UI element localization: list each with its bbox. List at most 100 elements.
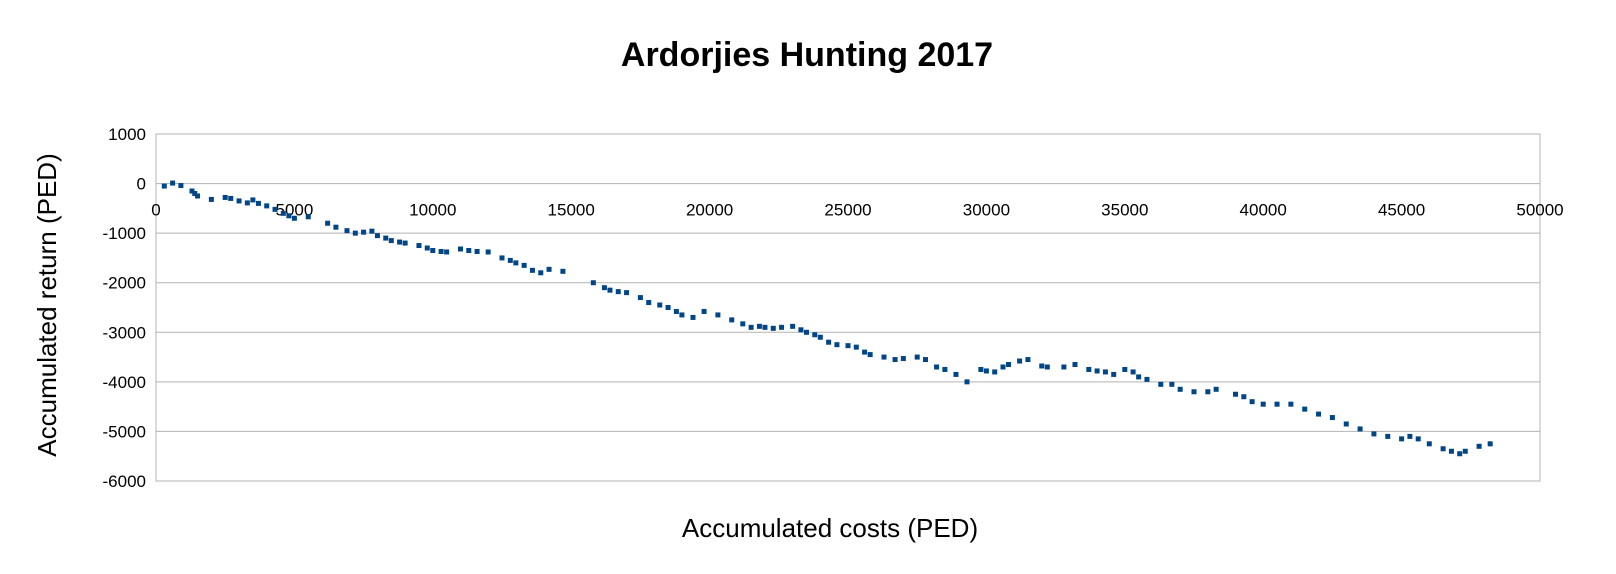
- data-point: [189, 188, 195, 194]
- data-point: [615, 289, 621, 295]
- y-tick-label: 1000: [108, 125, 146, 144]
- data-point: [1000, 364, 1006, 370]
- data-point: [1457, 451, 1463, 457]
- data-point: [416, 243, 422, 249]
- x-tick-label: 45000: [1378, 201, 1425, 220]
- data-point: [1086, 366, 1092, 372]
- data-point: [546, 266, 552, 272]
- data-point: [1102, 369, 1108, 375]
- data-point: [1136, 374, 1142, 380]
- data-point: [507, 257, 513, 263]
- data-point: [624, 290, 630, 296]
- data-point: [690, 314, 696, 320]
- y-tick-label: 0: [137, 175, 146, 194]
- data-point: [170, 180, 176, 186]
- data-point: [900, 356, 906, 362]
- data-point: [715, 312, 721, 318]
- data-point: [222, 194, 228, 200]
- data-point: [430, 247, 436, 253]
- data-point: [538, 270, 544, 276]
- data-point: [1343, 421, 1349, 427]
- data-point: [236, 198, 242, 204]
- data-point: [1061, 364, 1067, 370]
- x-tick-label: 40000: [1240, 201, 1287, 220]
- data-point: [1399, 436, 1405, 442]
- data-point: [1122, 366, 1128, 372]
- data-point: [1191, 389, 1197, 395]
- data-point: [803, 329, 809, 335]
- data-point: [228, 195, 234, 201]
- data-point: [178, 183, 184, 189]
- data-point: [521, 262, 527, 268]
- data-point: [665, 305, 671, 310]
- data-point: [272, 206, 278, 212]
- data-point: [601, 285, 607, 291]
- data-point: [1440, 446, 1446, 452]
- data-point: [291, 215, 297, 221]
- data-point: [1476, 443, 1482, 449]
- data-point: [424, 245, 430, 251]
- data-point: [1426, 441, 1432, 447]
- y-tick-label: -5000: [103, 422, 146, 441]
- data-point: [192, 190, 198, 196]
- data-point: [333, 224, 339, 230]
- data-point: [1329, 415, 1335, 421]
- data-point: [1260, 401, 1266, 407]
- data-point: [1072, 362, 1078, 368]
- x-tick-label: 50000: [1516, 201, 1563, 220]
- data-point: [352, 230, 358, 236]
- data-point: [1274, 401, 1280, 407]
- data-point: [250, 197, 256, 203]
- data-point: [826, 339, 832, 345]
- data-point: [748, 324, 754, 330]
- data-point: [590, 280, 596, 286]
- data-point: [1130, 369, 1136, 375]
- data-point: [637, 295, 643, 301]
- data-point: [1316, 411, 1322, 417]
- y-tick-label: -2000: [103, 274, 146, 293]
- data-point: [845, 343, 851, 349]
- data-point: [344, 228, 350, 234]
- data-point: [964, 379, 970, 385]
- data-point: [983, 368, 989, 374]
- data-point: [853, 344, 859, 350]
- data-point: [1205, 389, 1211, 395]
- data-point: [195, 193, 201, 199]
- data-point: [1462, 448, 1468, 454]
- data-point: [374, 233, 380, 239]
- y-axis-ticks: 1000 0 -1000 -2000 -3000 -4000 -5000 -6000: [103, 125, 146, 491]
- data-point: [286, 213, 292, 219]
- data-point: [1371, 431, 1377, 437]
- data-point: [485, 249, 491, 255]
- y-axis-label: Accumulated return (PED): [32, 153, 62, 456]
- data-point: [762, 324, 768, 330]
- data-point: [1144, 376, 1150, 382]
- data-point: [646, 300, 652, 306]
- data-point: [1044, 364, 1050, 370]
- data-point: [1233, 391, 1239, 397]
- x-axis-ticks: 0 5000 10000 15000 20000 25000 30000 35000 40000…: [151, 201, 1563, 220]
- data-point: [1241, 394, 1247, 400]
- data-point: [325, 220, 331, 226]
- data-point: [1407, 433, 1413, 439]
- data-point: [657, 302, 663, 308]
- data-point: [457, 246, 463, 252]
- data-point: [474, 248, 480, 254]
- data-point: [978, 366, 984, 372]
- data-points: [161, 180, 1493, 457]
- data-point: [953, 371, 959, 377]
- data-point: [1111, 371, 1117, 377]
- data-point: [779, 324, 785, 330]
- data-point: [1385, 433, 1391, 439]
- data-point: [673, 308, 679, 314]
- data-point: [388, 238, 394, 244]
- data-point: [499, 255, 505, 261]
- data-point: [834, 342, 840, 348]
- data-point: [361, 229, 367, 235]
- data-point: [466, 247, 472, 253]
- data-point: [1302, 406, 1308, 412]
- data-point: [529, 267, 535, 273]
- data-point: [756, 323, 762, 329]
- data-point: [1169, 381, 1175, 387]
- data-point: [1415, 436, 1421, 442]
